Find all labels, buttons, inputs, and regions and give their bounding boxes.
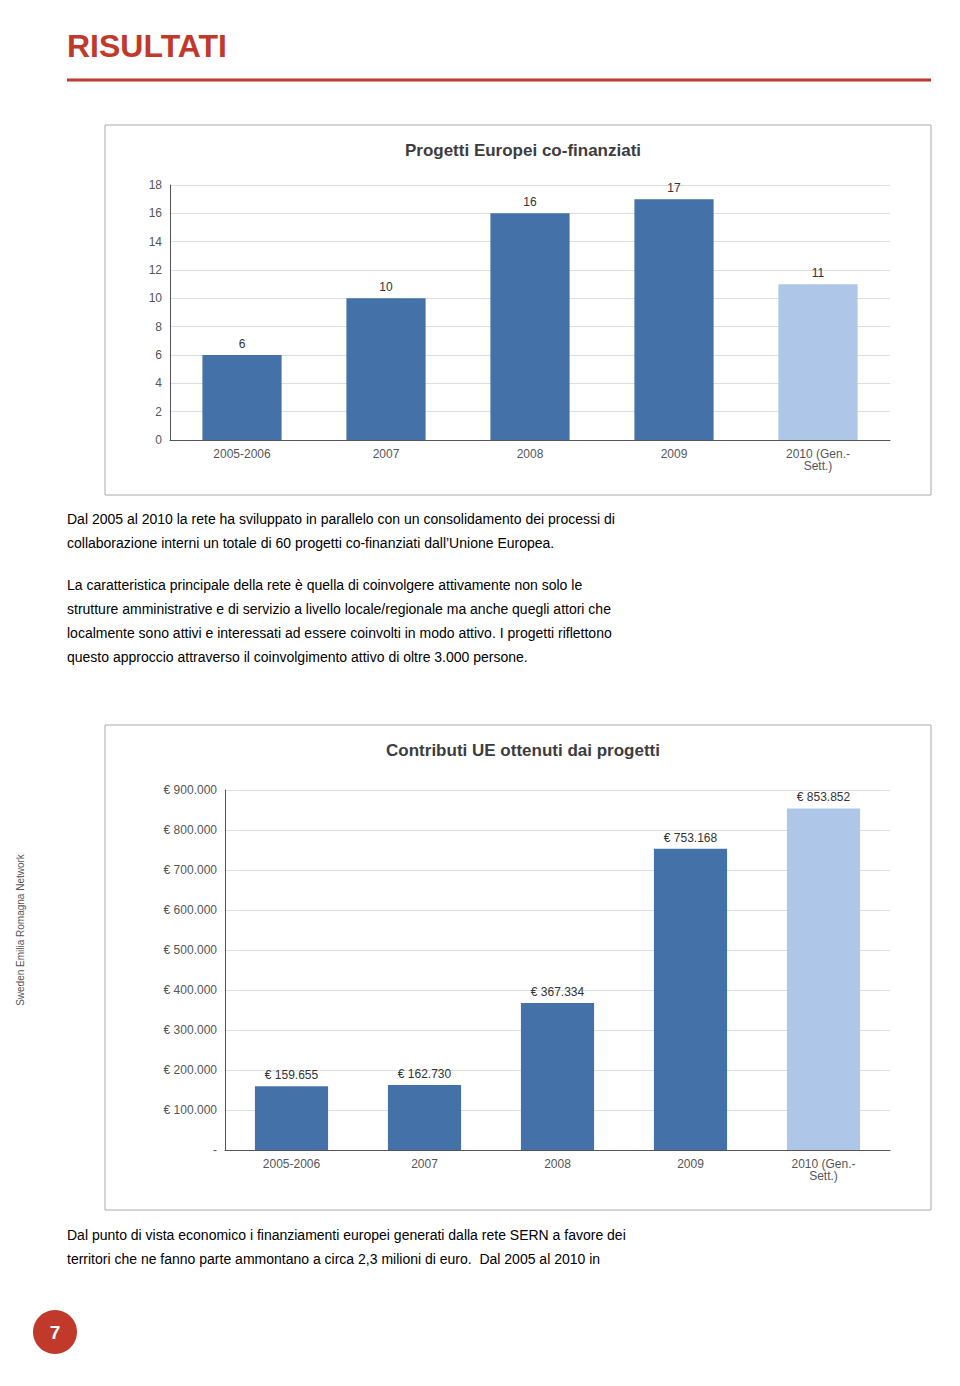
svg-text:€ 500.000: € 500.000 [164, 943, 218, 957]
svg-text:€ 100.000: € 100.000 [164, 1103, 218, 1117]
svg-text:Progetti Europei co-finanziati: Progetti Europei co-finanziati [405, 141, 641, 160]
svg-text:6: 6 [155, 348, 162, 362]
svg-text:RISULTATI: RISULTATI [67, 28, 227, 64]
svg-text:2: 2 [155, 405, 162, 419]
svg-text:€ 900.000: € 900.000 [164, 783, 218, 797]
svg-text:14: 14 [149, 235, 163, 249]
svg-text:€ 800.000: € 800.000 [164, 823, 218, 837]
svg-text:2008: 2008 [544, 1157, 571, 1171]
svg-text:€ 600.000: € 600.000 [164, 903, 218, 917]
svg-text:16: 16 [149, 206, 163, 220]
svg-text:2010 (Gen.-: 2010 (Gen.- [791, 1157, 856, 1171]
svg-text:collaborazione interni un tota: collaborazione interni un totale di 60 p… [67, 535, 554, 551]
svg-text:€ 367.334: € 367.334 [531, 985, 585, 999]
svg-text:10: 10 [379, 280, 393, 294]
svg-text:localmente sono attivi e inter: localmente sono attivi e interessati ad … [67, 625, 612, 641]
svg-text:questo approccio attraverso il: questo approccio attraverso il coinvolgi… [67, 649, 528, 665]
svg-text:Dal 2005 al 2010 la rete ha sv: Dal 2005 al 2010 la rete ha sviluppato i… [67, 511, 615, 527]
svg-text:Sett.): Sett.) [804, 459, 833, 473]
svg-text:2008: 2008 [517, 447, 544, 461]
svg-text:11: 11 [812, 266, 825, 280]
svg-text:0: 0 [155, 433, 162, 447]
svg-text:2009: 2009 [677, 1157, 704, 1171]
svg-text:territori che ne fanno parte a: territori che ne fanno parte ammontano a… [67, 1251, 600, 1267]
svg-text:Dal punto di vista economico i: Dal punto di vista economico i finanziam… [67, 1227, 626, 1243]
svg-text:12: 12 [149, 263, 163, 277]
svg-text:Contributi UE ottenuti dai pro: Contributi UE ottenuti dai progetti [386, 741, 660, 760]
svg-text:La caratteristica principale d: La caratteristica principale della rete … [67, 577, 582, 593]
svg-text:4: 4 [155, 376, 162, 390]
svg-text:€ 200.000: € 200.000 [164, 1063, 218, 1077]
svg-text:€ 853.852: € 853.852 [797, 790, 851, 804]
svg-text:6: 6 [239, 337, 246, 351]
svg-text:17: 17 [667, 181, 681, 195]
svg-text:€ 300.000: € 300.000 [164, 1023, 218, 1037]
svg-text:€ 700.000: € 700.000 [164, 863, 218, 877]
svg-text:2005-2006: 2005-2006 [263, 1157, 321, 1171]
svg-text:€ 753.168: € 753.168 [664, 831, 718, 845]
svg-text:2005-2006: 2005-2006 [213, 447, 271, 461]
svg-text:strutture amministrative e di: strutture amministrative e di servizio a… [67, 601, 611, 617]
svg-text:2007: 2007 [411, 1157, 438, 1171]
svg-text:2009: 2009 [661, 447, 688, 461]
svg-text:10: 10 [149, 291, 163, 305]
svg-text:8: 8 [155, 320, 162, 334]
svg-text:7: 7 [50, 1322, 61, 1343]
svg-text:2010 (Gen.-: 2010 (Gen.- [786, 447, 850, 461]
svg-text:18: 18 [149, 178, 163, 192]
svg-text:Sweden Emilia Romagna Network: Sweden Emilia Romagna Network [15, 853, 26, 1006]
svg-text:€ 400.000: € 400.000 [164, 983, 218, 997]
svg-text:16: 16 [523, 195, 537, 209]
svg-text:Sett.): Sett.) [809, 1169, 838, 1183]
svg-text:€ 159.655: € 159.655 [265, 1068, 319, 1082]
svg-text:€ 162.730: € 162.730 [398, 1067, 452, 1081]
svg-text:2007: 2007 [373, 447, 400, 461]
svg-text:-: - [213, 1143, 217, 1157]
